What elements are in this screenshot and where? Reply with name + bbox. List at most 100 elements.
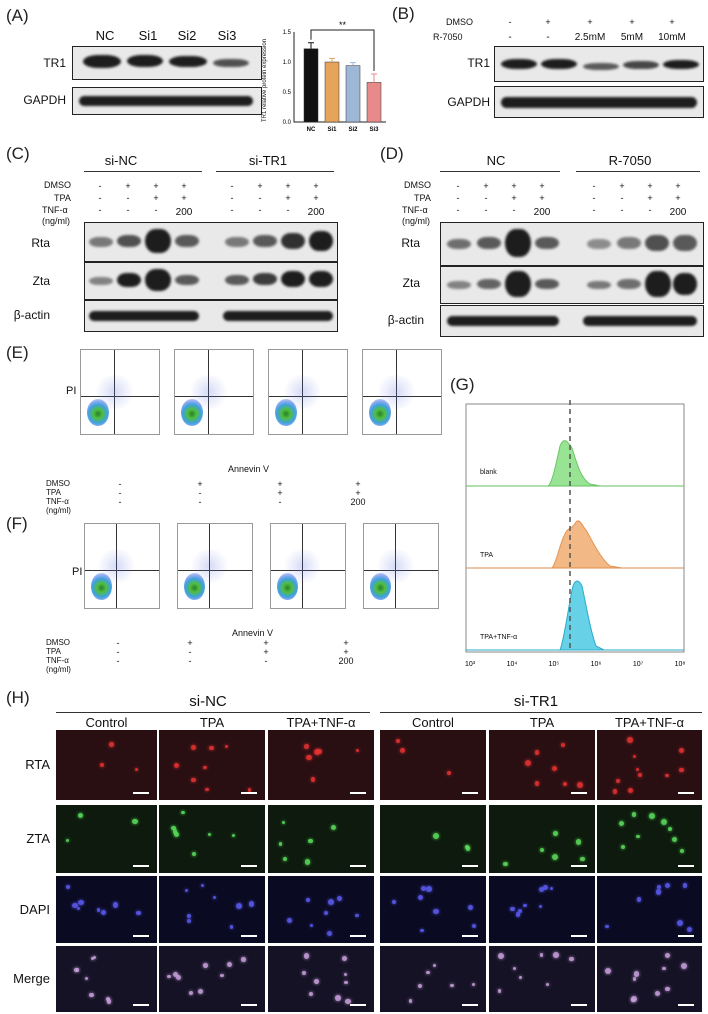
cell-signal bbox=[167, 974, 171, 979]
treatment-symbol: + bbox=[539, 181, 545, 191]
treatment-symbol: + bbox=[343, 647, 349, 657]
cell-signal bbox=[203, 765, 207, 770]
cell-signal bbox=[330, 824, 337, 831]
row-label: Zta bbox=[402, 276, 420, 290]
treatment-symbol: - bbox=[592, 193, 596, 203]
row-label: Zta bbox=[32, 274, 50, 288]
cell-signal bbox=[636, 835, 640, 839]
cell-signal bbox=[172, 971, 178, 978]
y-tick-label: 1.0 bbox=[283, 60, 292, 66]
cell-signal bbox=[635, 767, 639, 771]
treatment-symbol: + bbox=[511, 193, 517, 203]
flow-ylabel: PI bbox=[72, 566, 83, 578]
cell-signal bbox=[633, 971, 640, 977]
treatment-symbol: 200 bbox=[533, 207, 551, 218]
treatment-symbol: - bbox=[118, 497, 122, 507]
treatment-symbol: 200 bbox=[175, 207, 193, 218]
treatment-symbol: + bbox=[153, 181, 159, 191]
treatment-symbol: + bbox=[587, 17, 593, 27]
treatment-symbol: - bbox=[456, 181, 460, 191]
treatment-symbol: + bbox=[355, 479, 361, 489]
cell-signal bbox=[575, 839, 582, 845]
quadrant-line bbox=[395, 350, 397, 434]
cell-signal bbox=[205, 787, 209, 791]
cell-signal bbox=[185, 888, 189, 893]
quadrant-line bbox=[81, 396, 159, 398]
column-label: TPA+TNF-α bbox=[614, 715, 685, 730]
panel-label-b: (B) bbox=[392, 4, 415, 23]
treatment-symbol: - bbox=[278, 497, 282, 507]
event-cluster bbox=[276, 572, 298, 600]
x-tick-label: Si2 bbox=[348, 127, 358, 133]
cell-signal bbox=[89, 992, 94, 998]
scale-bar bbox=[350, 935, 366, 937]
cell-signal bbox=[399, 748, 405, 754]
cell-signal bbox=[341, 956, 347, 962]
flow-scatter-plot bbox=[362, 349, 442, 435]
cell-signal bbox=[308, 839, 313, 844]
event-cluster bbox=[90, 572, 112, 600]
event-scatter bbox=[96, 549, 137, 583]
scale-bar bbox=[350, 792, 366, 794]
quadrant-line bbox=[116, 524, 118, 608]
treatment-symbol: + bbox=[181, 193, 187, 203]
fluorescence-image bbox=[380, 876, 486, 943]
cell-signal bbox=[665, 986, 670, 992]
curve-blank bbox=[466, 440, 684, 487]
quadrant-line bbox=[364, 570, 438, 572]
row-label: GAPDH bbox=[447, 95, 490, 109]
panel-label-e: (E) bbox=[6, 343, 29, 362]
error-bar bbox=[350, 62, 356, 66]
column-label: TPA bbox=[529, 715, 555, 730]
fluorescence-image bbox=[597, 805, 702, 873]
cell-signal bbox=[498, 953, 505, 960]
row-label: TR1 bbox=[43, 56, 66, 70]
cell-signal bbox=[78, 899, 84, 906]
treat-label: DMSO bbox=[46, 479, 70, 488]
cell-signal bbox=[224, 744, 229, 749]
cell-signal bbox=[203, 963, 208, 968]
column-label: TPA+TNF-α bbox=[286, 715, 356, 730]
cell-signal bbox=[208, 745, 214, 751]
cell-signal bbox=[680, 963, 687, 970]
treatment-symbol: + bbox=[313, 193, 319, 203]
cell-signal bbox=[632, 755, 636, 759]
treatment-symbol: - bbox=[98, 181, 102, 191]
treat-label: DMSO bbox=[46, 638, 70, 647]
cell-signal bbox=[344, 998, 351, 1005]
treat-label: TNF-α bbox=[46, 656, 69, 665]
flow-scatter-plot bbox=[268, 349, 348, 435]
fluorescence-image bbox=[56, 730, 157, 800]
scale-bar bbox=[133, 792, 149, 794]
treatment-symbol: - bbox=[118, 479, 122, 489]
treatment-symbol: - bbox=[118, 488, 122, 498]
treatment-symbol: + bbox=[263, 638, 269, 648]
fluorescence-image bbox=[268, 730, 374, 800]
cell-signal bbox=[580, 857, 585, 862]
scale-bar bbox=[678, 792, 694, 794]
cell-signal bbox=[278, 842, 283, 847]
cell-signal bbox=[420, 929, 424, 933]
cell-signal bbox=[679, 767, 684, 773]
curve-tpa-tnf bbox=[466, 580, 684, 651]
row-label: Rta bbox=[401, 236, 420, 250]
cell-signal bbox=[545, 982, 550, 987]
cell-signal bbox=[105, 996, 111, 1001]
treatment-symbol: - bbox=[230, 181, 234, 191]
treatment-symbol: - bbox=[484, 193, 488, 203]
blot-beta-actin bbox=[440, 305, 704, 337]
cell-signal bbox=[534, 781, 540, 786]
cell-signal bbox=[553, 952, 559, 958]
event-cluster bbox=[275, 398, 298, 426]
treatment-symbol: + bbox=[355, 488, 361, 498]
cell-signal bbox=[308, 991, 314, 996]
cell-signal bbox=[615, 778, 621, 784]
cell-signal bbox=[665, 773, 669, 778]
cell-signal bbox=[281, 820, 286, 824]
curve-label: TPA+TNF-α bbox=[480, 634, 518, 641]
treatment-symbol: - bbox=[648, 205, 652, 215]
cell-signal bbox=[72, 902, 79, 909]
scale-bar bbox=[133, 865, 149, 867]
scale-bar bbox=[571, 1004, 587, 1006]
treatment-symbol: - bbox=[508, 32, 512, 43]
